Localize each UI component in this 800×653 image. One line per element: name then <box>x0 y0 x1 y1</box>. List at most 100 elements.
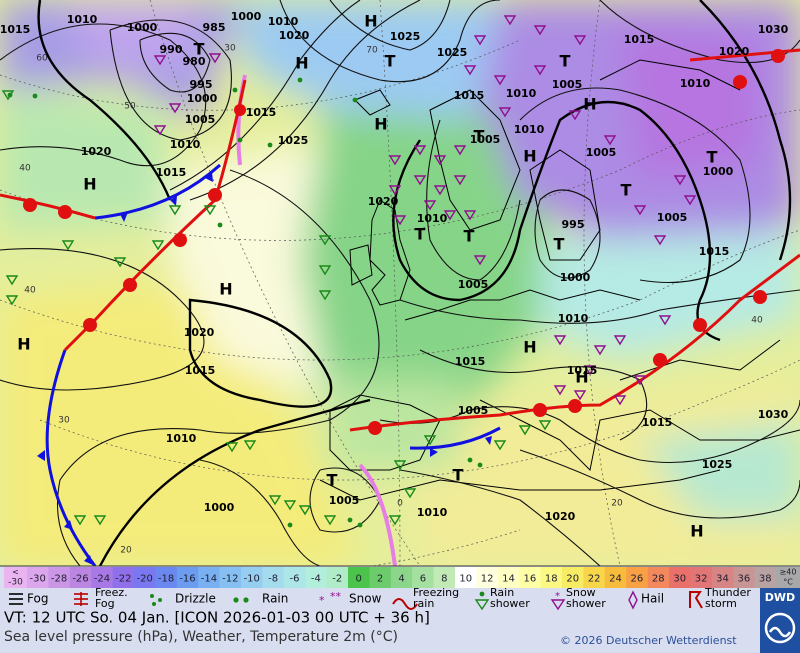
temperature-label: 10 <box>459 574 472 585</box>
snow-shower-symbol <box>413 175 427 186</box>
snow-shower-symbol <box>613 335 627 346</box>
temperature-cell <box>690 567 713 588</box>
fronts <box>0 48 800 566</box>
rain-shower-symbol <box>93 515 107 526</box>
fog-icon <box>9 593 23 605</box>
temperature-cell <box>155 567 178 588</box>
snow-shower-symbol <box>683 195 697 206</box>
snow-shower-symbol <box>573 35 587 46</box>
temperature-label: -6 <box>290 574 300 585</box>
temperature-cell <box>241 567 263 588</box>
temperature-label: < <box>12 568 19 577</box>
temperature-label: 16 <box>524 574 537 585</box>
isobar-label: 995 <box>190 78 213 91</box>
temperature-label: -18 <box>158 574 174 585</box>
isobar-label: 1020 <box>719 45 750 58</box>
isobar-label: 1020 <box>81 145 112 158</box>
temperature-label: 6 <box>420 574 426 585</box>
rain-shower-symbol <box>423 435 437 446</box>
latitude-label: 70 <box>366 46 378 56</box>
temperature-label: 30 <box>673 574 686 585</box>
snow-shower-symbol <box>498 107 512 118</box>
isobar-label: 1000 <box>560 271 591 284</box>
dwd-logo: DWD <box>760 588 800 653</box>
snow-shower-symbol <box>658 315 672 326</box>
temperature-cell <box>433 567 456 588</box>
temperature-cell <box>283 567 306 588</box>
temperature-cell <box>711 567 734 588</box>
rain-symbol <box>352 97 358 103</box>
snow-shower-symbol <box>463 210 477 221</box>
snow-shower-symbol <box>653 235 667 246</box>
pressure-center: T <box>385 52 396 71</box>
temperature-cell <box>390 567 413 588</box>
temperature-label: 12 <box>481 574 494 585</box>
snow-shower-symbol <box>388 155 402 166</box>
rain-shower-symbol <box>403 488 417 499</box>
rain-shower-symbol <box>283 500 297 511</box>
logo-text: DWD <box>765 591 795 604</box>
temperature-cell <box>219 567 242 588</box>
snow-shower-symbol <box>473 35 487 46</box>
isobar-label: 1020 <box>545 510 576 523</box>
thunderstorm-icon <box>689 591 703 609</box>
snow-shower-symbol <box>568 110 582 121</box>
isobar-label: 1010 <box>417 212 448 225</box>
temperature-cell <box>326 567 349 588</box>
snow-shower-symbol <box>208 53 222 64</box>
hail-icon <box>628 590 638 610</box>
weather-legend-label: Rain <box>490 586 514 599</box>
snow-shower-symbol <box>553 335 567 346</box>
pressure-center: H <box>575 368 588 387</box>
isobar-label: 1010 <box>268 15 299 28</box>
snow-shower-symbol <box>453 145 467 156</box>
rain-shower-symbol <box>388 515 402 526</box>
pressure-center: H <box>523 147 536 166</box>
temperature-cell <box>455 567 477 588</box>
temperature-cell <box>669 567 691 588</box>
temperature-cell <box>626 567 648 588</box>
snow-shower-symbol <box>153 55 167 66</box>
temperature-cell <box>262 567 285 588</box>
rain-symbol <box>347 517 353 523</box>
isobar-label: 1020 <box>184 326 215 339</box>
temperature-label: -26 <box>72 574 88 585</box>
pressure-center: T <box>560 52 571 71</box>
snow-shower-symbol <box>168 103 182 114</box>
weather-legend-label: Thunder <box>704 586 751 599</box>
snow-shower-symbol <box>443 210 457 221</box>
temperature-label: -30 <box>8 578 23 588</box>
temperature-label: -14 <box>201 574 217 585</box>
pressure-center: T <box>474 127 485 146</box>
temperature-cell <box>112 567 135 588</box>
temperature-label: 28 <box>652 574 665 585</box>
snow-shower-symbol <box>613 395 627 406</box>
temperature-label: 26 <box>631 574 644 585</box>
pressure-center: H <box>219 280 232 299</box>
snow-shower-symbol <box>553 385 567 396</box>
temperature-label: 36 <box>738 574 751 585</box>
isobar-label: 1030 <box>758 23 789 36</box>
isobar-label: 1010 <box>506 87 537 100</box>
snow-shower-symbol <box>493 75 507 86</box>
isobar-label: 995 <box>562 218 585 231</box>
temperature-cell <box>497 567 520 588</box>
latitude-label: 50 <box>124 102 136 112</box>
temperature-cell <box>604 567 627 588</box>
rain-shower-symbol <box>318 235 332 246</box>
temperature-cell <box>69 567 92 588</box>
isobar-label: 1000 <box>204 501 235 514</box>
snow-shower-icon: * <box>550 591 566 611</box>
rain-shower-symbol <box>323 515 337 526</box>
isobar-label: 1015 <box>246 106 277 119</box>
rain-symbol <box>297 77 303 83</box>
temperature-label: -2 <box>332 574 342 585</box>
isobar-label: 1010 <box>67 13 98 26</box>
snow-shower-symbol <box>413 145 427 156</box>
temperature-label: 24 <box>609 574 622 585</box>
rain-shower-symbol <box>73 515 87 526</box>
rain-symbol <box>477 462 483 468</box>
rain-symbol <box>287 522 293 528</box>
